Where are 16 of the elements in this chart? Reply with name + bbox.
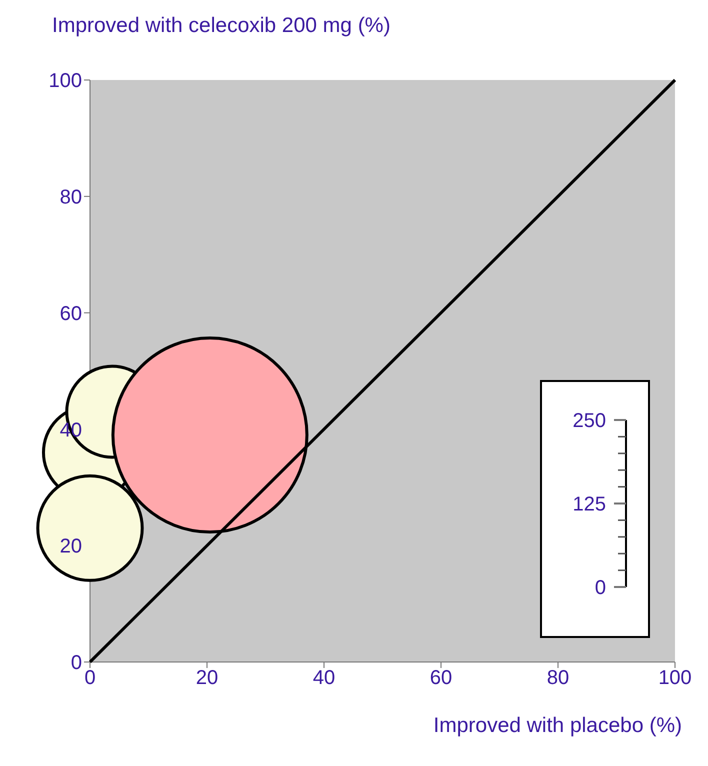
x-tick-label: 60 xyxy=(430,667,452,690)
x-tick-label: 100 xyxy=(658,667,692,690)
x-tick-label: 0 xyxy=(84,667,96,690)
annotation: 250 xyxy=(572,410,606,432)
y-tick-label: 0 xyxy=(70,652,82,674)
x-tick-label: 20 xyxy=(196,667,218,690)
annotation: 125 xyxy=(572,494,606,516)
y-axis-title: Improved with celecoxib 200 mg (%) xyxy=(52,14,390,38)
x-tick-label: 80 xyxy=(546,667,570,690)
x-tick-label: 40 xyxy=(312,667,336,690)
y-tick-label: 100 xyxy=(48,70,82,92)
y-tick-label: 80 xyxy=(60,186,82,208)
y-tick-label: 60 xyxy=(60,302,82,325)
x-axis-title: Improved with placebo (%) xyxy=(433,714,682,738)
y-tick-label: 20 xyxy=(60,536,82,558)
annotation: 0 xyxy=(594,577,606,599)
